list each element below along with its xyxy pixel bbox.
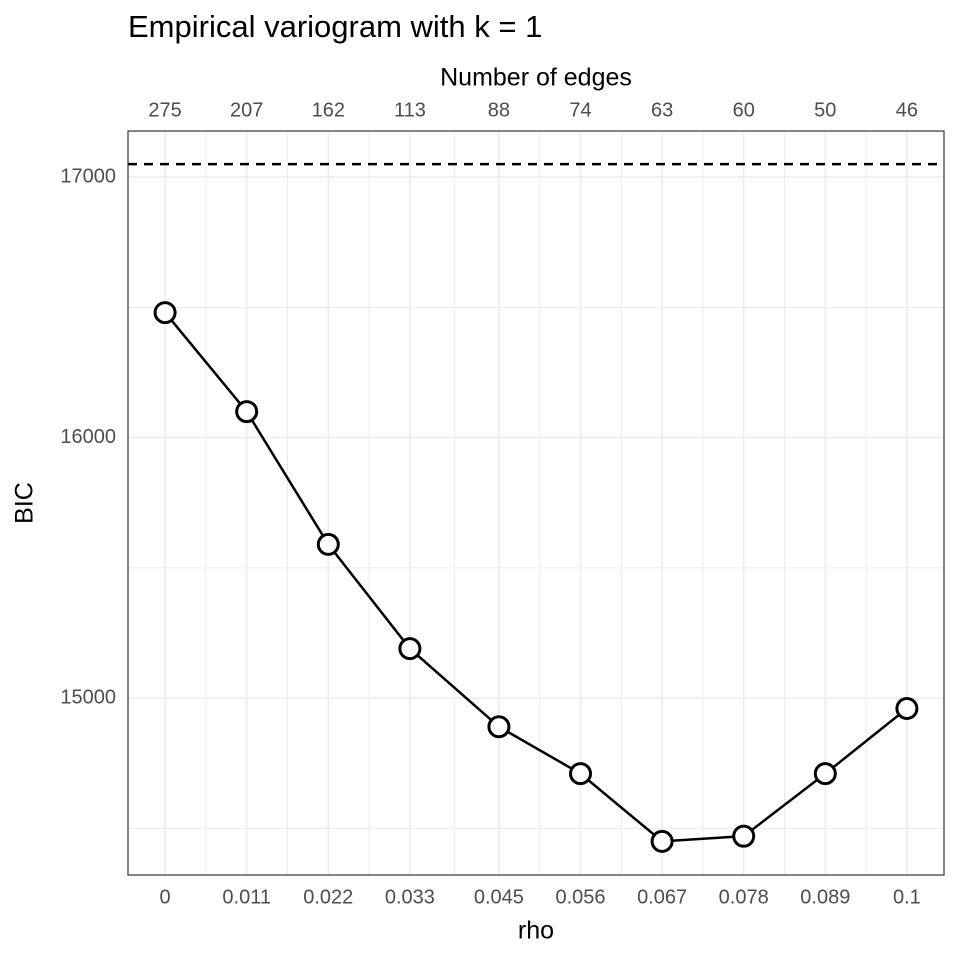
- x2-axis-title: Number of edges: [440, 64, 632, 92]
- x2-tick-label: 162: [312, 99, 345, 121]
- x-tick-label: 0.089: [800, 886, 850, 908]
- point: [732, 824, 756, 848]
- x2-tick-label: 113: [394, 99, 426, 121]
- point: [895, 697, 919, 721]
- x-tick-label: 0.011: [222, 886, 271, 908]
- x-tick-label: 0.078: [719, 886, 769, 908]
- point: [398, 637, 422, 661]
- y-tick-label: 17000: [60, 165, 116, 187]
- point: [569, 762, 593, 786]
- x-tick-label: 0.1: [893, 886, 921, 908]
- x2-tick-label: 88: [488, 99, 510, 121]
- line: [164, 311, 908, 843]
- x2-tick-label: 275: [148, 99, 181, 121]
- x2-tick-label: 207: [230, 99, 263, 121]
- x-axis-title: rho: [518, 917, 554, 945]
- x-tick-label: 0.022: [303, 886, 353, 908]
- chart-title: Empirical variogram with k = 1: [128, 9, 542, 44]
- point: [316, 532, 340, 556]
- panel-border: [127, 130, 945, 876]
- x2-tick-label: 50: [814, 99, 836, 121]
- x2-tick-label: 63: [651, 99, 673, 121]
- x2-tick-label: 46: [896, 99, 918, 121]
- x-tick-label: 0: [160, 886, 171, 908]
- point: [153, 301, 177, 325]
- x2-tick-label: 60: [733, 99, 755, 121]
- point: [650, 829, 674, 853]
- point: [813, 762, 837, 786]
- x2-tick-label: 74: [569, 99, 591, 121]
- point: [487, 715, 511, 739]
- y-tick-label: 16000: [60, 426, 116, 448]
- x-tick-label: 0.056: [555, 886, 605, 908]
- point: [235, 400, 259, 424]
- x-tick-label: 0.067: [637, 886, 687, 908]
- y-axis-title: BIC: [11, 482, 39, 524]
- x-tick-label: 0.045: [474, 886, 524, 908]
- x-tick-label: 0.033: [385, 886, 435, 908]
- y-tick-label: 15000: [60, 686, 116, 708]
